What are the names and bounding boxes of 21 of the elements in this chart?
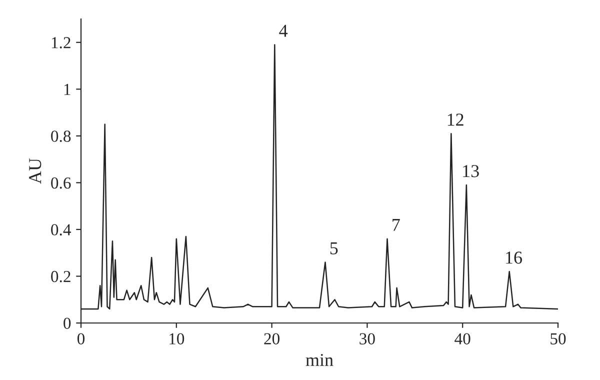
y-tick-label: 0.8: [51, 130, 71, 142]
x-tick-label: 10: [170, 333, 184, 344]
annotation: 16: [506, 252, 522, 264]
annotation: 12: [448, 114, 464, 126]
y-tick-label: 0: [64, 318, 71, 329]
x-tick-label: 0: [77, 333, 85, 344]
y-tick-label: 1: [64, 84, 70, 95]
annotation: 13: [463, 165, 479, 178]
y-tick-label: 0.4: [51, 224, 72, 236]
y-tick-label: 0.2: [51, 270, 70, 282]
annotation: 5: [330, 242, 338, 254]
y-axis-title: AU: [29, 158, 42, 184]
x-tick-label: 30: [360, 333, 375, 344]
x-tick-label: 40: [454, 333, 470, 344]
y-tick-label: 1.2: [52, 37, 70, 48]
x-axis-title: min: [306, 354, 334, 366]
y-tick-label: 0.6: [51, 177, 71, 189]
x-tick-label: 20: [264, 333, 280, 344]
x-tick-label: 50: [550, 333, 566, 344]
annotation: 7: [392, 218, 400, 231]
annotation: 4: [279, 24, 288, 37]
